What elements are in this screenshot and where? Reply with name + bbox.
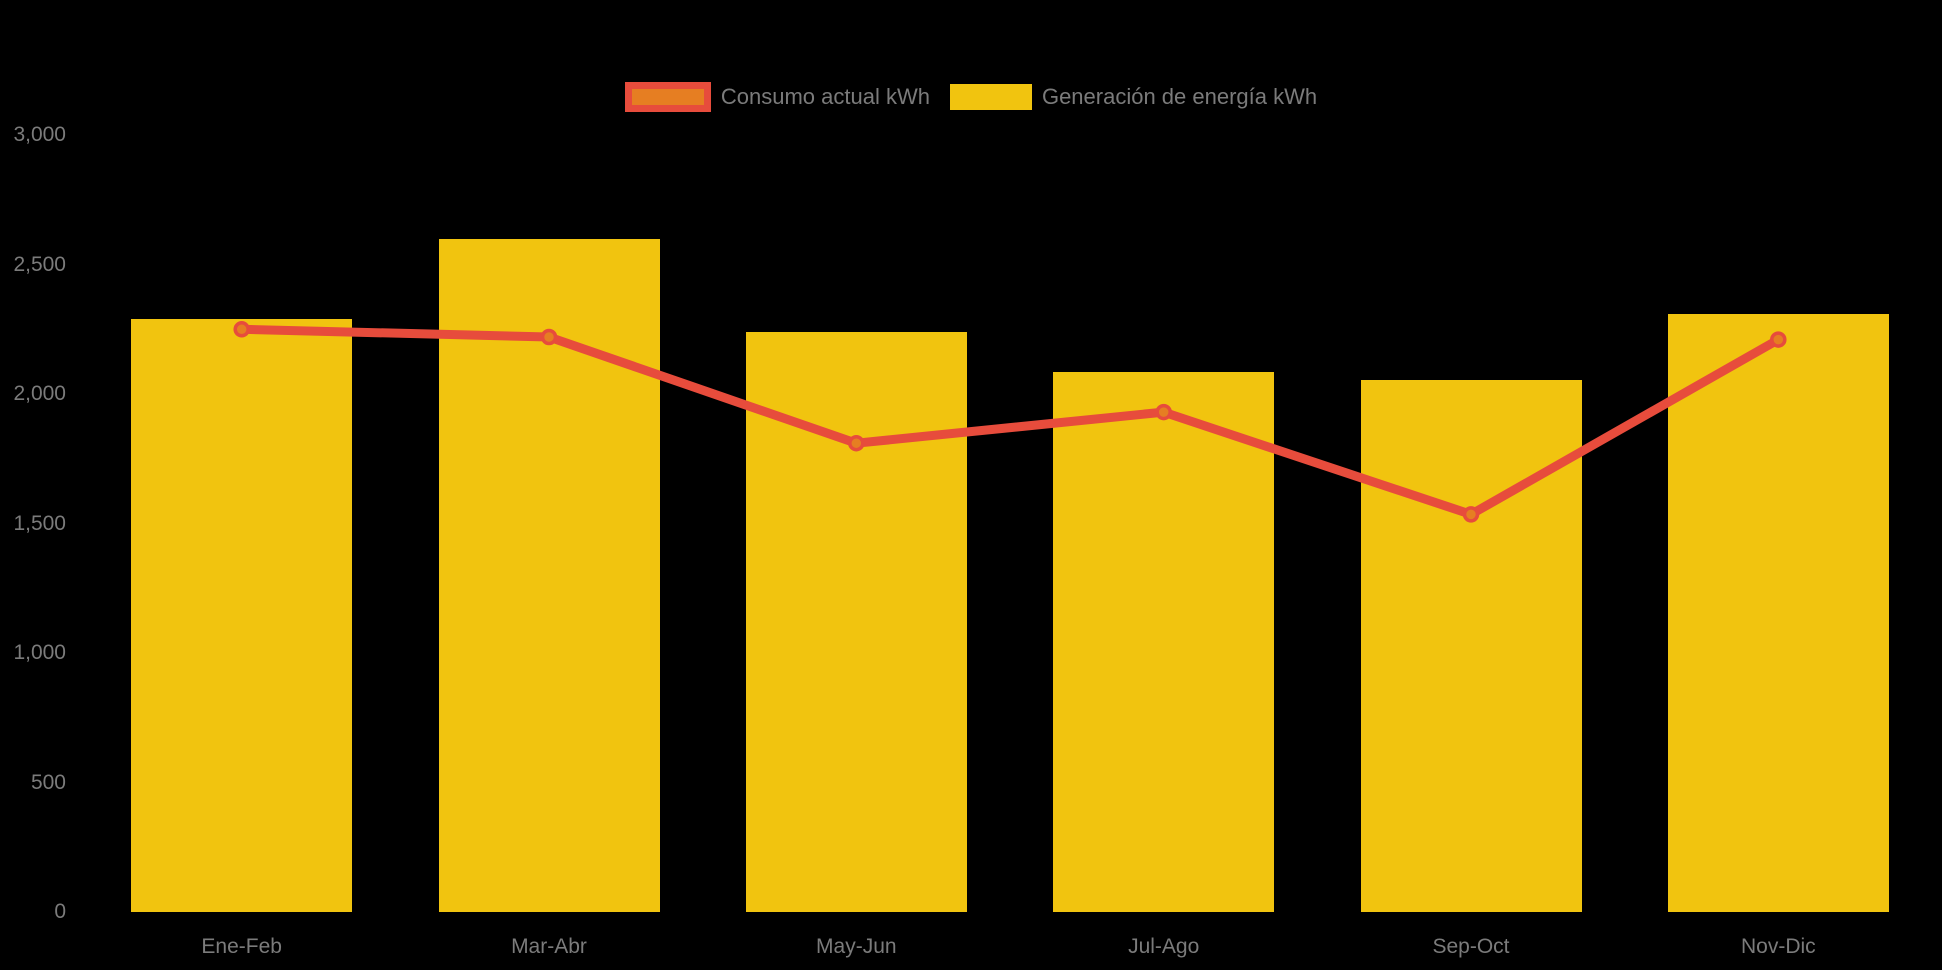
x-tick-label: Mar-Abr [511,935,587,958]
bar-Nov-Dic[interactable] [1667,313,1889,912]
legend-item-consumo[interactable]: Consumo actual kWh [624,82,930,112]
y-tick-label: 3,000 [13,123,66,146]
chart-legend: Consumo actual kWh Generación de energía… [0,82,1942,112]
legend-item-generacion[interactable]: Generación de energía kWh [949,82,1318,112]
y-tick-label: 2,000 [13,382,66,405]
line-point-Mar-Abr[interactable] [540,328,558,346]
x-tick-label: May-Jun [816,935,897,958]
line-point-Ene-Feb[interactable] [233,321,250,338]
legend-swatch-generacion [949,84,1032,110]
line-point-May-Jun[interactable] [848,434,865,452]
x-tick-label: Nov-Dic [1740,935,1816,958]
y-tick-label: 1,500 [13,511,66,535]
line-series [233,321,1787,523]
x-tick-label: Ene-Feb [201,935,282,958]
bar-May-Jun[interactable] [745,331,967,912]
y-tick-label: 0 [54,900,66,923]
bar-Jul-Ago[interactable] [1053,372,1275,912]
y-tick-label: 2,500 [13,252,66,276]
line-point-Sep-Oct[interactable] [1462,506,1480,523]
plot-area [88,135,1932,912]
x-tick-label: Jul-Ago [1128,935,1200,958]
legend-label-generacion: Generación de energía kWh [1041,84,1318,109]
x-tick-label: Sep-Oct [1432,935,1510,958]
y-tick-label: 1,000 [13,641,66,664]
bar-Mar-Abr[interactable] [438,238,660,912]
line-point-Jul-Ago[interactable] [1155,403,1172,421]
consumption-line [237,324,1783,519]
bar-Ene-Feb[interactable] [131,318,353,912]
y-tick-label: 500 [30,770,66,794]
legend-swatch-consumo [624,82,711,112]
legend-label-consumo: Consumo actual kWh [720,84,930,109]
line-point-Nov-Dic[interactable] [1770,331,1787,348]
